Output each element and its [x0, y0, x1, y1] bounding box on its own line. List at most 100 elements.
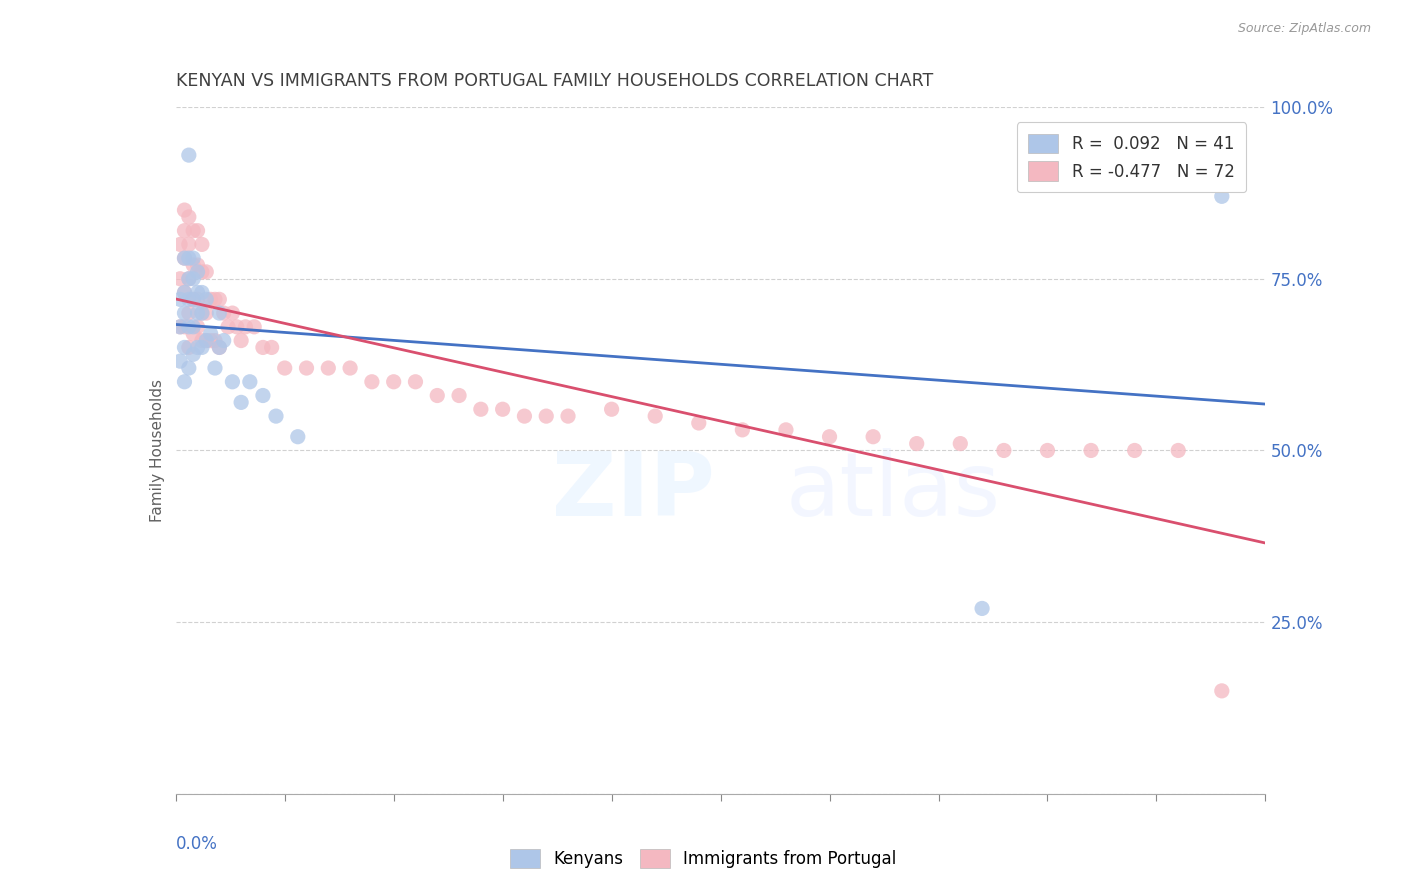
Point — [231, 395, 253, 409]
Point — [208, 340, 231, 354]
Point — [1080, 443, 1102, 458]
Point — [191, 334, 214, 348]
Point — [186, 319, 209, 334]
Point — [177, 293, 200, 307]
Point — [181, 326, 204, 341]
Point — [181, 271, 204, 285]
Point — [360, 375, 382, 389]
Point — [208, 340, 231, 354]
Text: ZIP: ZIP — [553, 448, 714, 535]
Point — [177, 237, 200, 252]
Point — [177, 340, 200, 354]
Point — [169, 237, 191, 252]
Point — [221, 375, 243, 389]
Point — [212, 306, 235, 320]
Point — [177, 210, 200, 224]
Point — [169, 293, 191, 307]
Point — [200, 293, 222, 307]
Point — [186, 306, 209, 320]
Point — [949, 436, 972, 450]
Point — [243, 319, 266, 334]
Point — [1167, 443, 1189, 458]
Point — [862, 430, 884, 444]
Point — [186, 285, 209, 300]
Point — [173, 224, 195, 238]
Point — [993, 443, 1015, 458]
Point — [600, 402, 623, 417]
Point — [274, 361, 297, 376]
Point — [1211, 189, 1233, 203]
Point — [818, 430, 841, 444]
Point — [252, 340, 274, 354]
Point — [1036, 443, 1059, 458]
Point — [177, 361, 200, 376]
Point — [173, 251, 195, 265]
Point — [200, 326, 222, 341]
Text: atlas: atlas — [786, 448, 1001, 535]
Point — [235, 319, 257, 334]
Point — [195, 334, 218, 348]
Point — [195, 306, 218, 320]
Point — [173, 203, 195, 218]
Point — [173, 375, 195, 389]
Point — [513, 409, 536, 423]
Point — [195, 293, 218, 307]
Point — [169, 354, 191, 368]
Point — [204, 361, 226, 376]
Point — [492, 402, 515, 417]
Point — [195, 265, 218, 279]
Point — [382, 375, 405, 389]
Point — [181, 319, 204, 334]
Point — [173, 306, 195, 320]
Point — [181, 258, 204, 272]
Point — [339, 361, 361, 376]
Point — [173, 319, 195, 334]
Point — [534, 409, 557, 423]
Point — [191, 285, 214, 300]
Text: KENYAN VS IMMIGRANTS FROM PORTUGAL FAMILY HOUSEHOLDS CORRELATION CHART: KENYAN VS IMMIGRANTS FROM PORTUGAL FAMIL… — [176, 72, 934, 90]
Point — [212, 334, 235, 348]
Point — [186, 258, 209, 272]
Point — [1211, 683, 1233, 698]
Point — [181, 347, 204, 361]
Point — [195, 334, 218, 348]
Point — [186, 224, 209, 238]
Point — [169, 271, 191, 285]
Point — [208, 293, 231, 307]
Point — [287, 430, 309, 444]
Point — [905, 436, 928, 450]
Point — [186, 340, 209, 354]
Point — [264, 409, 287, 423]
Point — [239, 375, 262, 389]
Point — [173, 340, 195, 354]
Point — [191, 340, 214, 354]
Point — [208, 306, 231, 320]
Point — [426, 388, 449, 402]
Point — [970, 601, 993, 615]
Point — [169, 319, 191, 334]
Point — [177, 306, 200, 320]
Point — [169, 319, 191, 334]
Legend: R =  0.092   N = 41, R = -0.477   N = 72: R = 0.092 N = 41, R = -0.477 N = 72 — [1017, 122, 1246, 193]
Point — [221, 306, 243, 320]
Point — [177, 319, 200, 334]
Point — [177, 148, 200, 162]
Point — [231, 334, 253, 348]
Point — [181, 251, 204, 265]
Point — [191, 306, 214, 320]
Point — [173, 285, 195, 300]
Point — [217, 319, 239, 334]
Point — [405, 375, 427, 389]
Point — [204, 293, 226, 307]
Point — [173, 285, 195, 300]
Legend: Kenyans, Immigrants from Portugal: Kenyans, Immigrants from Portugal — [503, 842, 903, 875]
Point — [177, 271, 200, 285]
Point — [252, 388, 274, 402]
Point — [181, 293, 204, 307]
Point — [470, 402, 492, 417]
Point — [688, 416, 710, 430]
Point — [200, 334, 222, 348]
Point — [225, 319, 247, 334]
Point — [177, 271, 200, 285]
Point — [1123, 443, 1146, 458]
